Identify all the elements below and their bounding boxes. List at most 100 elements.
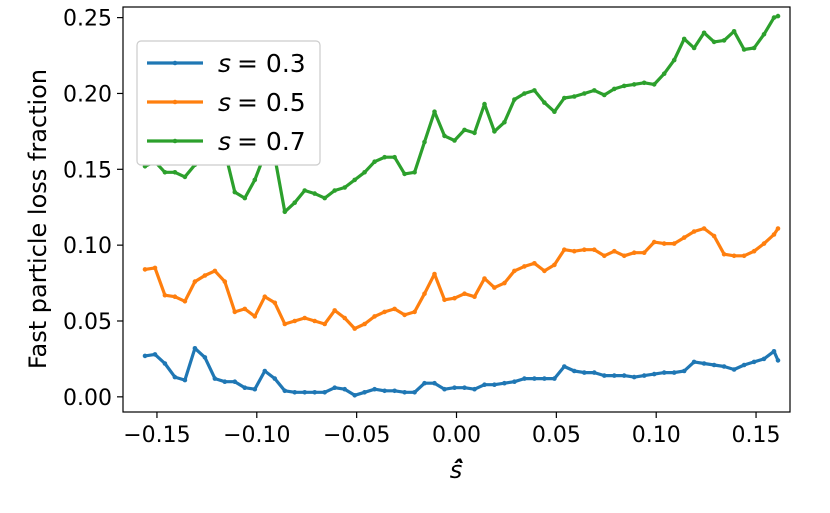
data-point bbox=[612, 248, 617, 254]
legend-label-variable: s bbox=[218, 49, 231, 78]
data-point bbox=[472, 386, 477, 392]
data-point bbox=[761, 32, 767, 37]
legend-label-variable: s bbox=[218, 88, 231, 117]
data-point bbox=[542, 376, 547, 381]
data-point bbox=[492, 285, 497, 290]
legend-label-variable: s bbox=[218, 127, 231, 156]
legend-entry: s = 0.5 bbox=[147, 88, 306, 117]
data-point bbox=[152, 265, 158, 271]
data-point bbox=[302, 390, 308, 395]
data-point bbox=[312, 191, 318, 196]
legend-entries: s = 0.3s = 0.5s = 0.7 bbox=[147, 49, 306, 156]
data-point bbox=[322, 195, 328, 201]
data-point bbox=[661, 370, 667, 375]
data-point bbox=[482, 382, 487, 388]
data-point bbox=[172, 294, 178, 300]
data-point bbox=[582, 247, 587, 252]
data-point bbox=[282, 388, 288, 394]
data-point bbox=[711, 39, 717, 45]
data-point bbox=[775, 13, 781, 19]
x-axis-label: ŝ̂ bbox=[450, 456, 464, 484]
data-point bbox=[362, 170, 367, 175]
data-point bbox=[631, 374, 637, 380]
data-point bbox=[212, 268, 218, 274]
data-point bbox=[352, 326, 358, 331]
data-point bbox=[192, 346, 198, 351]
data-point bbox=[502, 120, 507, 125]
data-point bbox=[671, 241, 677, 246]
data-point bbox=[731, 29, 737, 34]
data-point bbox=[352, 393, 358, 398]
data-point bbox=[711, 233, 717, 239]
legend-entry: s = 0.3 bbox=[147, 49, 306, 78]
legend-label-value: = 0.3 bbox=[237, 49, 306, 78]
data-point bbox=[701, 30, 707, 36]
data-point bbox=[532, 376, 537, 381]
data-point bbox=[661, 71, 667, 76]
data-point bbox=[711, 362, 717, 368]
data-point bbox=[392, 306, 397, 312]
data-point bbox=[492, 382, 497, 388]
data-point bbox=[731, 367, 737, 372]
data-point bbox=[392, 388, 397, 394]
data-point bbox=[342, 386, 348, 392]
y-tick-label: 0.00 bbox=[63, 386, 112, 411]
data-point bbox=[162, 292, 168, 298]
data-point bbox=[342, 185, 348, 190]
data-point bbox=[681, 368, 687, 374]
data-point bbox=[721, 251, 727, 257]
data-point bbox=[562, 364, 567, 369]
legend-label: s = 0.3 bbox=[218, 49, 306, 78]
data-point bbox=[182, 299, 188, 304]
data-point bbox=[382, 154, 387, 160]
data-point bbox=[631, 82, 637, 87]
data-point bbox=[775, 226, 781, 231]
data-point bbox=[402, 390, 407, 395]
data-point bbox=[342, 315, 348, 321]
data-point bbox=[182, 174, 188, 180]
y-tick-label: 0.25 bbox=[63, 7, 112, 32]
data-point bbox=[552, 109, 557, 114]
data-point bbox=[621, 83, 627, 89]
data-point bbox=[272, 300, 278, 306]
data-point bbox=[392, 154, 397, 160]
data-point bbox=[422, 380, 427, 386]
data-point bbox=[422, 291, 427, 297]
y-tick-label: 0.15 bbox=[63, 158, 112, 183]
data-point bbox=[232, 379, 238, 385]
data-point bbox=[152, 352, 158, 357]
data-point bbox=[701, 361, 707, 366]
data-point bbox=[691, 45, 697, 51]
data-point bbox=[582, 91, 587, 96]
data-point bbox=[641, 250, 647, 255]
data-point bbox=[592, 88, 597, 93]
data-point bbox=[382, 309, 387, 315]
data-point bbox=[532, 261, 537, 266]
data-point bbox=[761, 241, 767, 246]
legend-label-value: = 0.7 bbox=[237, 127, 306, 156]
data-point bbox=[432, 380, 437, 386]
data-point bbox=[372, 159, 377, 164]
data-point bbox=[372, 314, 377, 319]
data-point bbox=[572, 94, 577, 99]
legend-label-value: = 0.5 bbox=[237, 88, 306, 117]
data-point bbox=[651, 239, 657, 245]
data-point bbox=[602, 92, 607, 98]
data-point bbox=[721, 364, 727, 369]
data-point bbox=[751, 359, 757, 365]
data-point bbox=[242, 306, 248, 312]
data-point bbox=[771, 232, 777, 237]
x-tick-label: −0.05 bbox=[323, 423, 390, 448]
data-point bbox=[741, 362, 747, 368]
legend-entry: s = 0.7 bbox=[147, 127, 306, 156]
data-point bbox=[602, 253, 607, 259]
data-point bbox=[442, 133, 447, 139]
data-point bbox=[192, 279, 198, 284]
data-point bbox=[522, 264, 527, 269]
data-point bbox=[242, 385, 248, 391]
x-tick-label: 0.10 bbox=[632, 423, 681, 448]
data-point bbox=[522, 91, 527, 96]
data-point bbox=[691, 359, 697, 365]
data-point bbox=[382, 388, 387, 394]
legend-label: s = 0.5 bbox=[218, 88, 306, 117]
